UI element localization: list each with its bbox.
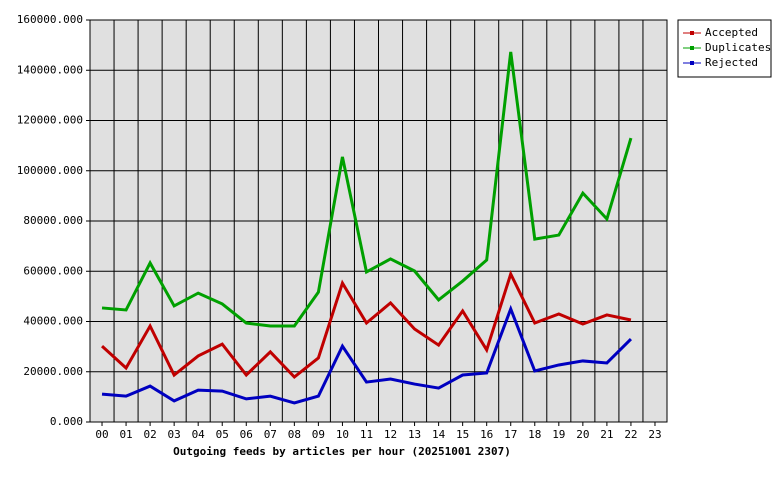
chart-title: Outgoing feeds by articles per hour (202…	[173, 445, 511, 458]
series-line	[101, 51, 633, 328]
y-tick-label: 60000.000	[23, 264, 83, 277]
x-tick-label: 20	[576, 428, 589, 441]
x-tick-label: 02	[143, 428, 156, 441]
y-tick-label: 0.000	[50, 415, 83, 428]
x-tick-label: 12	[384, 428, 397, 441]
x-tick-label: 05	[216, 428, 229, 441]
legend-label: Rejected	[705, 56, 758, 69]
x-tick-label: 18	[528, 428, 541, 441]
series-line	[101, 269, 632, 380]
y-tick-label: 160000.000	[17, 13, 83, 26]
x-tick-label: 00	[95, 428, 108, 441]
x-tick-label: 04	[192, 428, 206, 441]
legend-marker	[690, 61, 694, 65]
x-tick-label: 22	[624, 428, 637, 441]
x-tick-label: 23	[648, 428, 661, 441]
x-tick-label: 16	[480, 428, 493, 441]
x-tick-label: 08	[288, 428, 301, 441]
x-tick-label: 09	[312, 428, 325, 441]
x-tick-label: 10	[336, 428, 349, 441]
y-tick-label: 20000.000	[23, 365, 83, 378]
legend-label: Accepted	[705, 26, 758, 39]
y-tick-label: 100000.000	[17, 164, 83, 177]
x-tick-label: 17	[504, 428, 517, 441]
x-tick-label: 14	[432, 428, 446, 441]
x-tick-label: 07	[264, 428, 277, 441]
y-tick-label: 80000.000	[23, 214, 83, 227]
series-line	[101, 304, 632, 405]
legend-label: Duplicates	[705, 41, 771, 54]
x-tick-label: 21	[600, 428, 613, 441]
x-tick-label: 06	[240, 428, 253, 441]
x-tick-label: 15	[456, 428, 469, 441]
x-tick-label: 01	[119, 428, 132, 441]
x-tick-label: 19	[552, 428, 565, 441]
x-tick-label: 11	[360, 428, 373, 441]
legend-marker	[690, 46, 694, 50]
legend-marker	[690, 31, 694, 35]
y-tick-label: 40000.000	[23, 315, 83, 328]
y-tick-label: 120000.000	[17, 114, 83, 127]
y-tick-label: 140000.000	[17, 63, 83, 76]
plot-frame	[89, 19, 668, 423]
x-tick-label: 13	[408, 428, 421, 441]
x-tick-label: 03	[168, 428, 181, 441]
